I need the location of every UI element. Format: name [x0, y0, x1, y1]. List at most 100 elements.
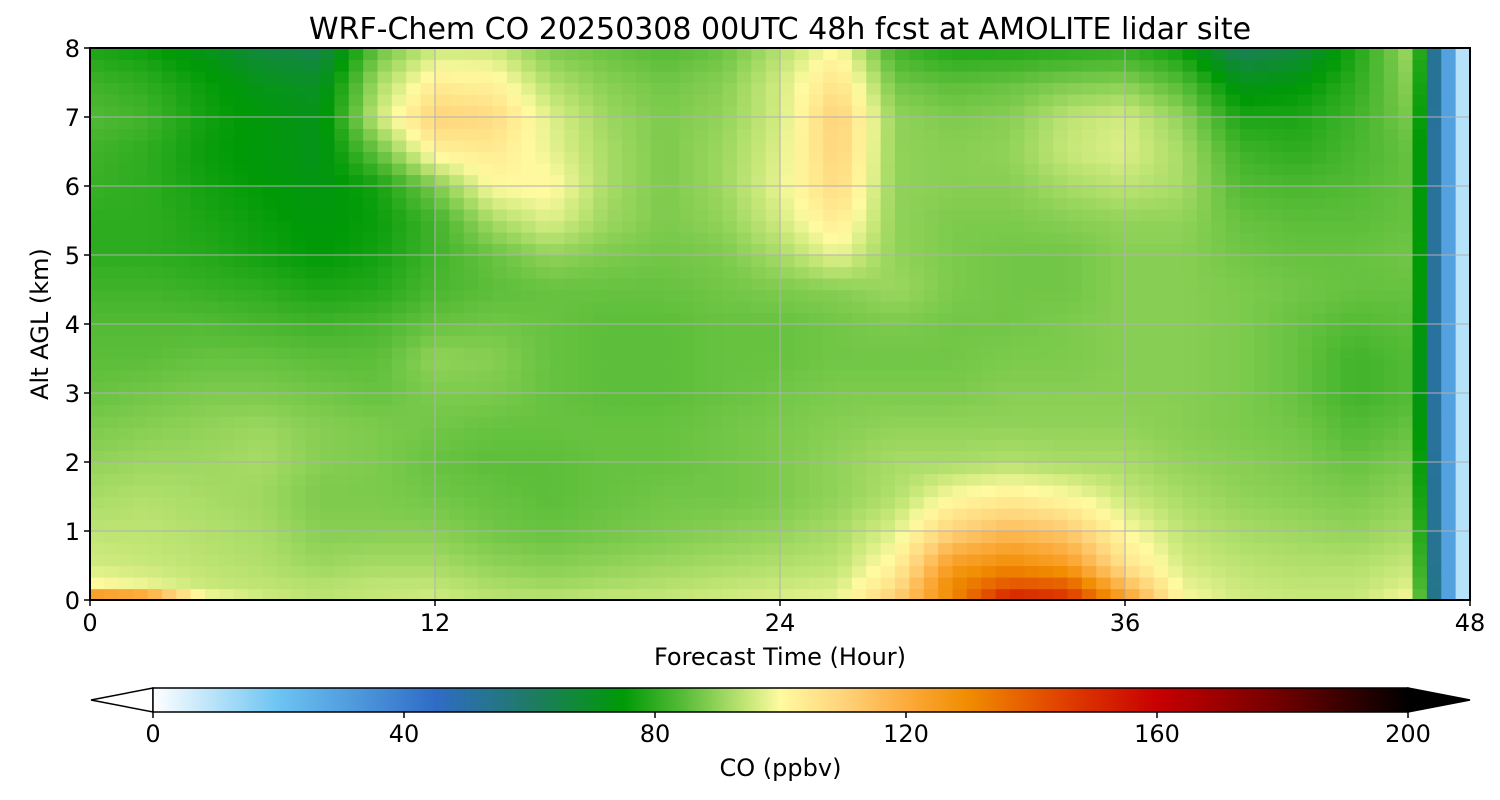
heatmap-cell — [118, 312, 134, 325]
heatmap-cell — [521, 151, 537, 164]
heatmap-cell — [880, 174, 896, 187]
heatmap-cell — [665, 289, 680, 302]
heatmap-cell — [966, 186, 982, 199]
heatmap-cell — [1283, 128, 1299, 141]
heatmap-cell — [823, 439, 839, 452]
heatmap-cell — [291, 232, 307, 245]
heatmap-cell — [1240, 197, 1255, 210]
heatmap-cell — [909, 151, 925, 164]
heatmap-cell — [550, 255, 565, 268]
heatmap-cell — [578, 542, 594, 555]
heatmap-cell — [161, 220, 177, 233]
heatmap-cell — [492, 347, 508, 360]
heatmap-cell — [578, 370, 594, 383]
heatmap-cell — [363, 289, 379, 302]
heatmap-cell — [248, 117, 264, 130]
heatmap-cell — [133, 278, 149, 291]
heatmap-cell — [1053, 393, 1069, 406]
heatmap-cell — [90, 128, 105, 141]
heatmap-cell — [1225, 404, 1241, 417]
heatmap-cell — [1096, 312, 1112, 325]
heatmap-cell — [1268, 508, 1284, 521]
heatmap-cell — [406, 565, 422, 578]
heatmap-cell — [895, 496, 910, 509]
heatmap-cell — [334, 381, 350, 394]
heatmap-cell — [621, 370, 637, 383]
heatmap-cell — [780, 174, 795, 187]
heatmap-cell — [1412, 427, 1428, 440]
heatmap-cell — [564, 186, 580, 199]
heatmap-cell — [276, 186, 292, 199]
heatmap-cell — [233, 59, 249, 72]
heatmap-cell — [636, 220, 652, 233]
heatmap-cell — [435, 370, 450, 383]
heatmap-cell — [1110, 542, 1126, 555]
heatmap-cell — [679, 347, 695, 360]
heatmap-cell — [578, 82, 594, 95]
heatmap-cell — [262, 301, 278, 314]
heatmap-cell — [420, 381, 436, 394]
heatmap-cell — [492, 381, 508, 394]
heatmap-cell — [1153, 220, 1169, 233]
heatmap-cell — [981, 278, 997, 291]
heatmap-cell — [1283, 174, 1299, 187]
heatmap-cell — [535, 59, 551, 72]
heatmap-cell — [1398, 209, 1414, 222]
heatmap-cell — [435, 209, 450, 222]
heatmap-cell — [1383, 312, 1399, 325]
heatmap-cell — [1053, 381, 1069, 394]
heatmap-cell — [435, 140, 450, 153]
heatmap-cell — [133, 209, 149, 222]
heatmap-cell — [176, 370, 192, 383]
heatmap-cell — [478, 588, 494, 601]
heatmap-cell — [794, 427, 810, 440]
heatmap-cell — [1355, 174, 1370, 187]
heatmap-cell — [1125, 220, 1140, 233]
heatmap-cell — [233, 186, 249, 199]
heatmap-cell — [1340, 427, 1356, 440]
heatmap-cell — [1297, 94, 1313, 107]
heatmap-cell — [161, 335, 177, 348]
heatmap-cell — [248, 404, 264, 417]
heatmap-cell — [406, 255, 422, 268]
heatmap-cell — [391, 117, 407, 130]
heatmap-cell — [320, 117, 335, 130]
heatmap-cell — [1254, 554, 1270, 567]
heatmap-cell — [1426, 473, 1442, 486]
heatmap-cell — [1240, 94, 1255, 107]
heatmap-cell — [435, 565, 450, 578]
heatmap-cell — [1211, 140, 1227, 153]
heatmap-cell — [1441, 278, 1457, 291]
heatmap-cell — [1081, 496, 1097, 509]
heatmap-cell — [363, 416, 379, 429]
heatmap-cell — [506, 71, 522, 84]
heatmap-cell — [1369, 94, 1385, 107]
heatmap-cell — [823, 393, 839, 406]
heatmap-cell — [377, 151, 393, 164]
heatmap-cell — [636, 289, 652, 302]
heatmap-cell — [1125, 151, 1140, 164]
heatmap-cell — [578, 94, 594, 107]
heatmap-cell — [578, 496, 594, 509]
heatmap-cell — [463, 94, 479, 107]
heatmap-cell — [1311, 82, 1327, 95]
heatmap-cell — [1340, 531, 1356, 544]
heatmap-cell — [708, 404, 724, 417]
heatmap-cell — [650, 519, 666, 532]
heatmap-cell — [535, 381, 551, 394]
heatmap-cell — [1096, 301, 1112, 314]
heatmap-cell — [636, 312, 652, 325]
heatmap-cell — [621, 462, 637, 475]
heatmap-cell — [1096, 404, 1112, 417]
heatmap-cell — [248, 324, 264, 337]
heatmap-cell — [104, 209, 120, 222]
heatmap-cell — [535, 416, 551, 429]
heatmap-cell — [1412, 324, 1428, 337]
heatmap-cell — [1139, 462, 1155, 475]
heatmap-cell — [780, 519, 795, 532]
heatmap-cell — [1010, 531, 1025, 544]
heatmap-cell — [952, 301, 968, 314]
heatmap-cell — [176, 243, 192, 256]
heatmap-cell — [1067, 220, 1083, 233]
heatmap-cell — [348, 404, 364, 417]
